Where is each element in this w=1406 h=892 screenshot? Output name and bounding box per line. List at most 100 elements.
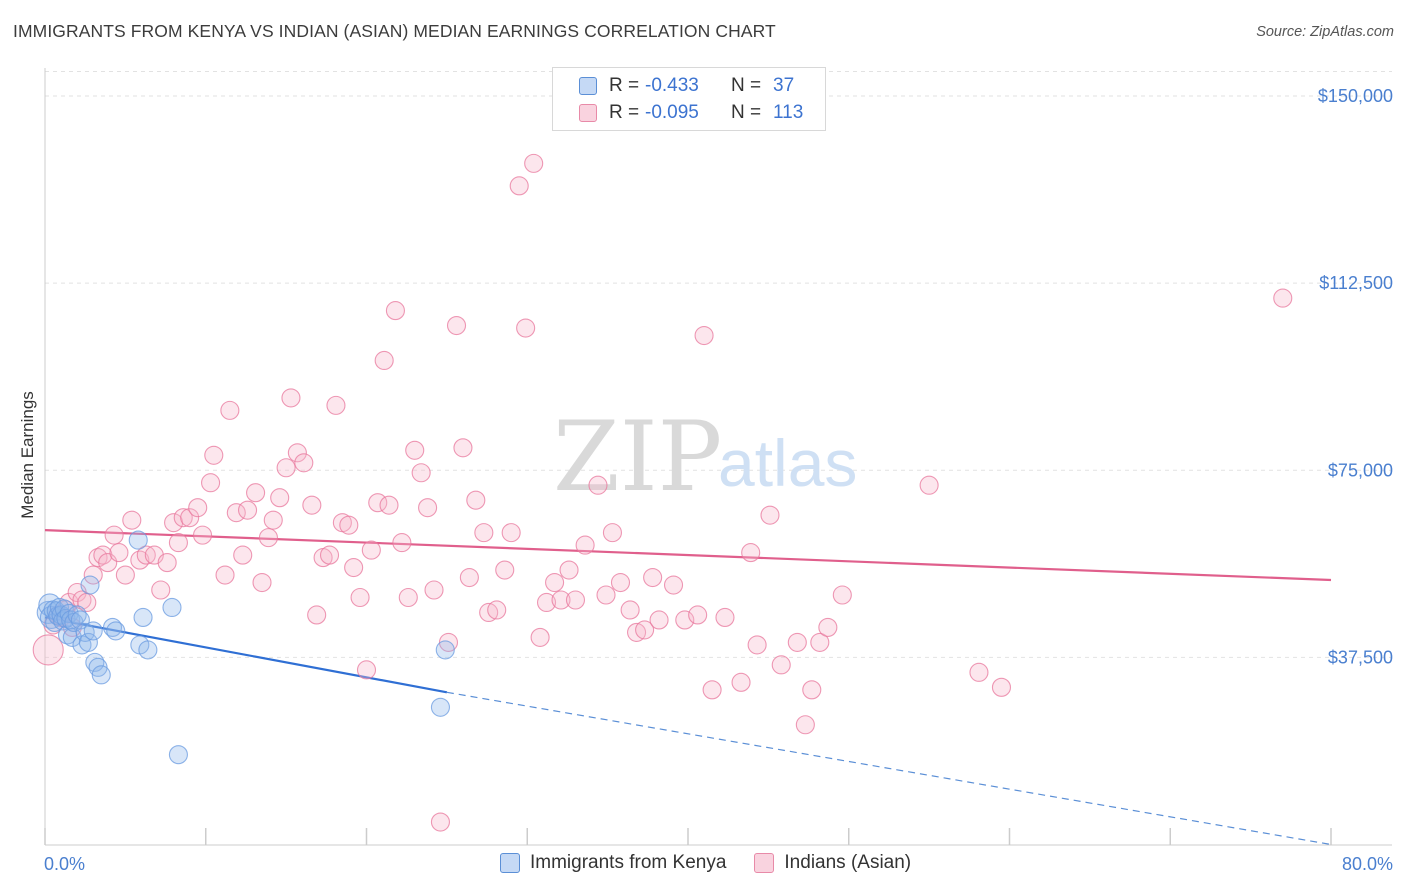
r-label: R =: [609, 102, 640, 123]
indian-point: [411, 463, 431, 483]
series-legend-item-indian[interactable]: Indians (Asian): [754, 852, 911, 874]
indian-point: [675, 610, 695, 630]
indian-point: [405, 440, 425, 460]
kenya-trend-extension: [446, 691, 1332, 846]
indian-point: [530, 627, 550, 647]
indian-point: [495, 560, 515, 580]
grid-lines: [45, 71, 1392, 658]
indian-point: [226, 503, 246, 523]
indian-point: [694, 325, 714, 346]
indian-point: [307, 605, 327, 625]
indian-point: [319, 545, 340, 565]
indian-point: [787, 632, 807, 652]
n-label: N =: [731, 75, 762, 96]
r-value: -0.095: [645, 102, 699, 123]
indian-point: [344, 558, 364, 578]
indian-point: [109, 543, 129, 563]
indian-point: [596, 585, 616, 605]
indian-point: [392, 533, 412, 553]
tick-labels: $37,500 $75,000 $112,500 $150,000 0.0% 80.0%: [44, 86, 1393, 874]
indian-point: [635, 620, 655, 640]
indian-point: [545, 572, 565, 593]
indian-point: [173, 508, 193, 528]
indian-point: [302, 495, 322, 515]
kenya-point: [435, 640, 455, 660]
indian-point: [339, 515, 359, 535]
r-label: R =: [609, 75, 640, 96]
kenya-point: [67, 605, 87, 625]
trend-lines: [44, 529, 1332, 846]
chart-title: IMMIGRANTS FROM KENYA VS INDIAN (ASIAN) …: [13, 21, 776, 41]
indian-point: [741, 543, 761, 563]
indian-point: [215, 565, 235, 585]
indian-point: [424, 580, 444, 600]
indian-point: [747, 635, 767, 655]
indian-point: [516, 318, 536, 338]
indian-point: [1273, 288, 1293, 308]
indian-point: [620, 600, 640, 620]
indian-point: [760, 505, 780, 525]
series-legend-item-kenya[interactable]: Immigrants from Kenya: [500, 852, 726, 874]
kenya-point: [78, 632, 98, 652]
indian-point: [130, 550, 150, 570]
kenya-point: [168, 745, 188, 765]
indian-point: [559, 560, 579, 580]
y-tick-label: $37,500: [1328, 647, 1393, 667]
indian-point: [368, 493, 388, 513]
indian-point: [919, 475, 939, 495]
watermark-zip: ZIP: [553, 401, 722, 513]
indian-point: [487, 600, 507, 620]
indian-point: [201, 473, 221, 493]
indian-point: [281, 388, 301, 408]
indian-point: [588, 475, 608, 495]
indian-point: [715, 607, 735, 628]
indian-point: [192, 525, 213, 545]
indian-point: [252, 572, 272, 593]
kenya-point: [59, 603, 79, 624]
indian-point: [702, 680, 722, 700]
indian-point: [643, 567, 663, 588]
indian-point: [771, 655, 791, 675]
indian-point: [115, 565, 135, 585]
indian-point: [233, 545, 253, 565]
indian-point: [204, 445, 224, 465]
source-label: Source: ZipAtlas.com: [1256, 24, 1394, 40]
indian-point: [536, 592, 557, 613]
indian-point: [466, 490, 486, 510]
indian-point: [802, 680, 822, 700]
y-tick-label: $150,000: [1318, 86, 1393, 106]
indian-point: [385, 301, 405, 321]
indian-point: [731, 672, 751, 692]
legend-swatch-indian: [579, 104, 597, 122]
indian-point: [418, 498, 438, 518]
indian-point: [188, 498, 208, 518]
kenya-point: [128, 530, 148, 550]
indian-point: [627, 622, 647, 642]
y-tick-label: $112,500: [1319, 273, 1393, 293]
indian-point: [509, 176, 529, 196]
indian-point: [326, 395, 346, 415]
series-swatch-indian: [754, 853, 775, 873]
indian-point: [795, 715, 815, 735]
indian-point: [663, 575, 684, 595]
indian-point: [168, 533, 188, 553]
indian-point: [258, 528, 278, 548]
kenya-point: [133, 607, 153, 628]
series-swatch-kenya: [500, 853, 520, 873]
indian-point: [479, 602, 499, 623]
indian-point: [524, 153, 544, 173]
watermark-atlas: atlas: [718, 426, 857, 500]
series-label-indian: Indians (Asian): [784, 852, 912, 873]
kenya-point: [80, 575, 100, 595]
indian-point: [446, 315, 467, 336]
indian-point: [246, 483, 266, 503]
indian-point: [565, 590, 586, 610]
indian-point: [832, 585, 852, 605]
kenya-point: [70, 610, 90, 630]
indian-point: [991, 677, 1012, 697]
kenya-point: [83, 621, 103, 641]
indian-point: [810, 632, 830, 652]
indian-point: [136, 545, 156, 565]
indian-point: [688, 605, 708, 625]
watermark: ZIP atlas: [553, 401, 857, 513]
